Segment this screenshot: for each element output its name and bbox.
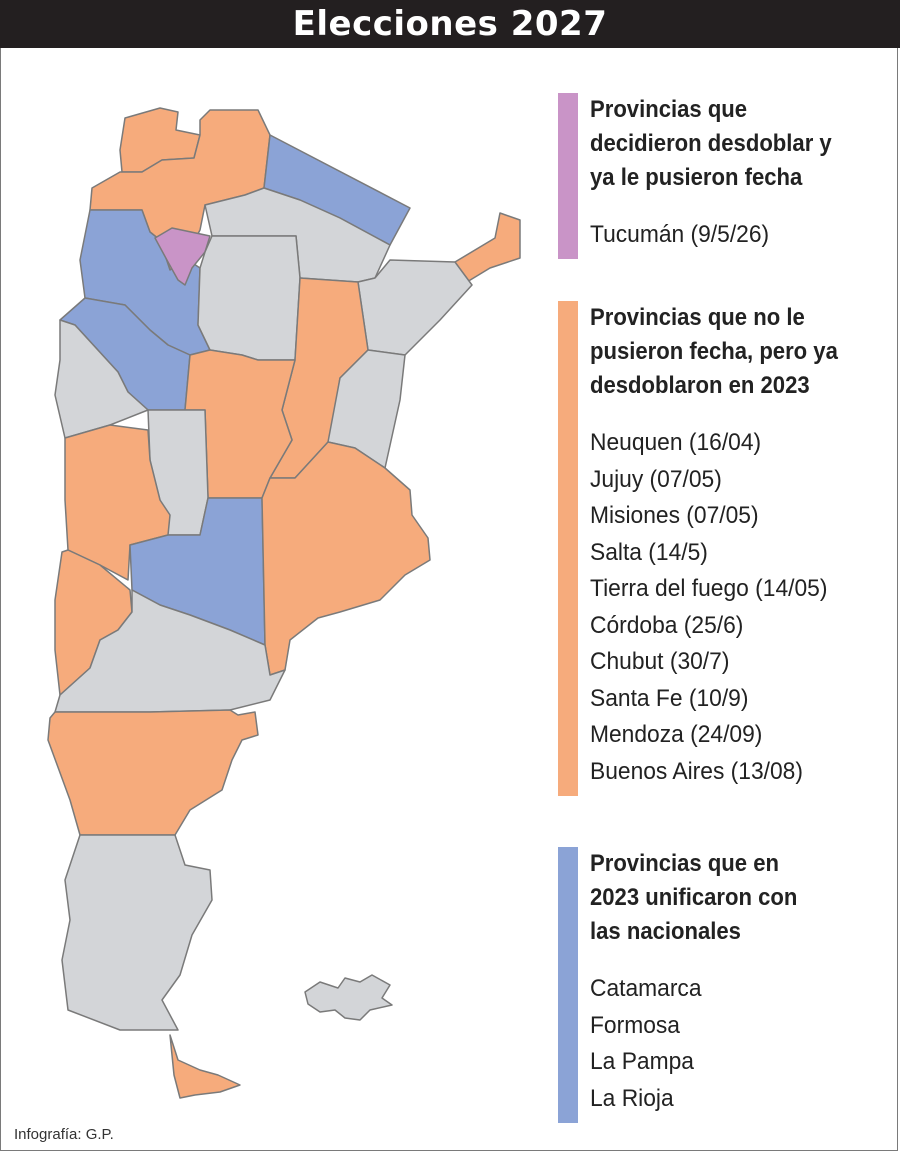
- legend-items: Tucumán (9/5/26): [590, 217, 853, 254]
- legend-item: Catamarca: [590, 975, 702, 1002]
- legend-item: Santa Fe (10/9): [590, 684, 749, 712]
- legend-heading: Provincias que en 2023 unificaron con la…: [590, 847, 797, 949]
- legend-heading-line: 2023 unificaron con: [590, 884, 798, 911]
- legend-item: Mendoza (24/09): [590, 721, 763, 748]
- legend-item: Tucumán (9/5/26): [590, 221, 770, 248]
- legend-heading-line: Provincias que en: [590, 850, 779, 877]
- province-san-juan: [54, 319, 149, 439]
- legend-color-bar: [558, 301, 578, 796]
- province-chubut: [47, 709, 259, 836]
- legend-heading-line: ya le pusieron fecha: [590, 164, 803, 191]
- legend-heading: Provincias que decidieron desdoblar y ya…: [590, 93, 832, 195]
- legend-items: Catamarca Formosa La Pampa La Rioja: [590, 971, 815, 1117]
- legend-item: La Rioja: [590, 1084, 674, 1112]
- legend-color-bar: [558, 847, 578, 1123]
- page-title: Elecciones 2027: [0, 0, 900, 48]
- legend-item: Jujuy (07/05): [590, 465, 722, 493]
- province-tucuman: [154, 227, 211, 286]
- legend-item: La Pampa: [590, 1048, 694, 1075]
- legend-heading: Provincias que no le pusieron fecha, per…: [590, 301, 838, 403]
- islas-malvinas: [304, 974, 393, 1021]
- legend-heading-line: pusieron fecha, pero ya: [590, 338, 838, 365]
- legend-heading-line: desdoblaron en 2023: [590, 372, 810, 399]
- legend-item: Salta (14/5): [590, 538, 708, 566]
- legend-item: Córdoba (25/6): [590, 611, 744, 639]
- legend-items: Neuquen (16/04) Jujuy (07/05) Misiones (…: [590, 425, 859, 790]
- legend-group-blue: Provincias que en 2023 unificaron con la…: [558, 847, 815, 1123]
- legend-item: Formosa: [590, 1011, 680, 1039]
- legend-heading-line: Provincias que: [590, 96, 748, 123]
- legend-item: Chubut (30/7): [590, 648, 730, 675]
- legend-heading-line: Provincias que no le: [590, 304, 805, 331]
- legend-heading-line: las nacionales: [590, 918, 741, 945]
- credit-text: Infografía: G.P.: [14, 1126, 114, 1143]
- province-santa-cruz: [61, 834, 213, 1031]
- legend-heading-line: decidieron desdoblar y: [590, 130, 832, 157]
- legend-item: Buenos Aires (13/08): [590, 757, 803, 785]
- province-tierra-del-fuego: [169, 1034, 241, 1099]
- legend-item: Neuquen (16/04): [590, 429, 762, 456]
- legend-group-purple: Provincias que decidieron desdoblar y ya…: [558, 93, 853, 259]
- legend-item: Misiones (07/05): [590, 502, 759, 529]
- legend-color-bar: [558, 93, 578, 259]
- legend-item: Tierra del fuego (14/05): [590, 575, 828, 602]
- argentina-map: [47, 107, 521, 1099]
- legend-group-orange: Provincias que no le pusieron fecha, per…: [558, 301, 859, 796]
- province-santiago-del-estero: [197, 235, 301, 361]
